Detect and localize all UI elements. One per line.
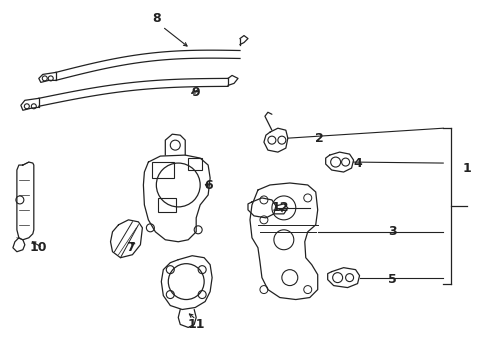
Text: 10: 10 [30, 241, 47, 254]
Text: 11: 11 [187, 318, 204, 331]
Text: 1: 1 [462, 162, 470, 175]
Text: 7: 7 [126, 241, 135, 254]
Text: 6: 6 [203, 180, 212, 193]
Bar [188, 158, 202, 170]
Bar [152, 162, 174, 178]
Text: 3: 3 [387, 225, 396, 238]
Text: 2: 2 [315, 132, 324, 145]
Text: 9: 9 [191, 86, 200, 99]
Text: 4: 4 [352, 157, 361, 170]
Bar [158, 198, 176, 212]
Text: 8: 8 [152, 12, 161, 25]
Text: 5: 5 [387, 273, 396, 286]
Text: 12: 12 [270, 201, 288, 215]
